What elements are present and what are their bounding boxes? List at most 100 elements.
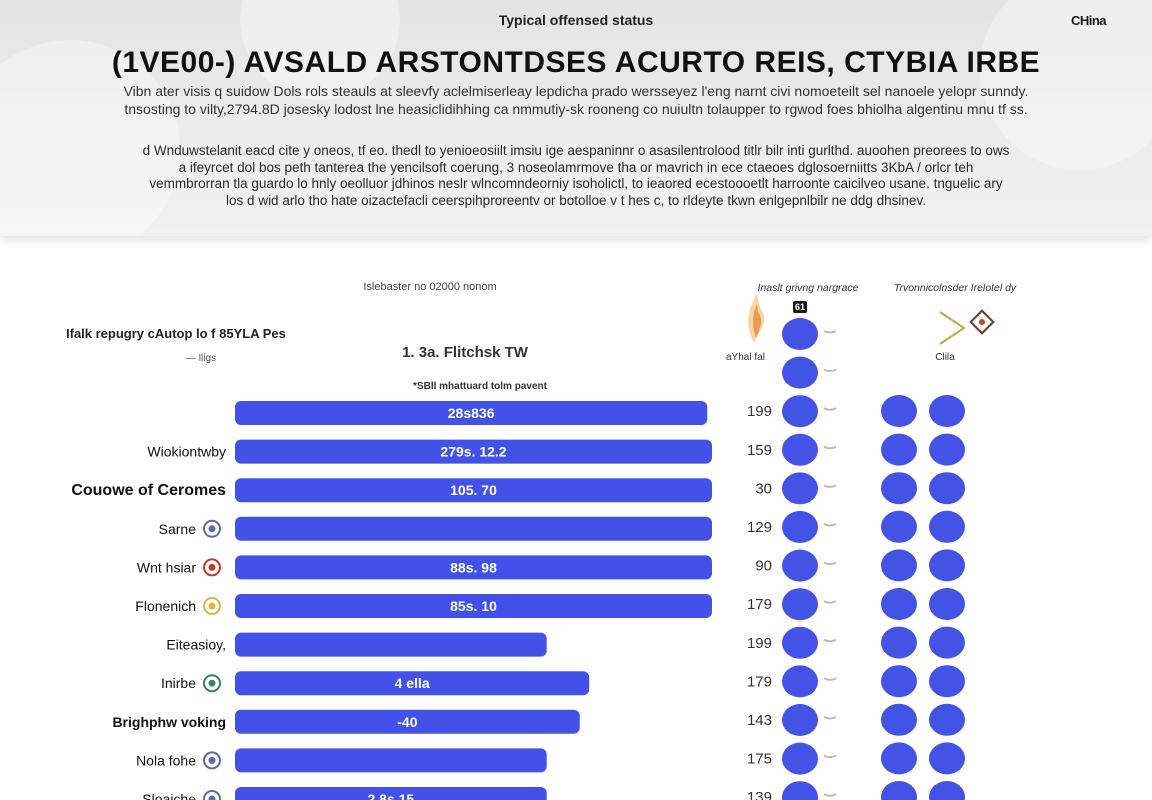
globe-icon <box>208 756 216 764</box>
tick-mark <box>823 330 837 334</box>
tick-mark <box>823 523 837 527</box>
category-label: Flonenich <box>135 598 196 614</box>
dot-marker <box>782 742 818 775</box>
count-label: 129 <box>747 519 772 536</box>
count-label: 30 <box>755 480 772 497</box>
count-label: 179 <box>747 673 772 690</box>
tick-mark <box>823 677 837 681</box>
kicker-text: Typical offensed status <box>498 12 654 28</box>
dot-marker <box>782 665 818 698</box>
count-label: 143 <box>747 712 772 729</box>
chart-note: Islebaster no 02000 nonom <box>363 281 497 293</box>
dot-marker <box>782 626 818 659</box>
dot-marker <box>782 356 818 389</box>
category-label: Sloaiche <box>142 791 196 800</box>
tick-mark <box>823 561 837 566</box>
tick-mark <box>823 407 837 411</box>
bar <box>235 516 712 541</box>
dot-marker <box>929 626 965 659</box>
dot-marker <box>929 510 965 543</box>
bar <box>235 632 547 657</box>
dot-marker <box>881 395 917 427</box>
dot-marker <box>881 742 917 775</box>
dot-column-a-badge: 61 <box>793 301 807 313</box>
bar <box>235 401 708 425</box>
chart-title: 1. 3a. Flitchsk TW <box>402 344 528 361</box>
count-label: 199 <box>747 635 772 652</box>
tick-mark <box>823 638 837 643</box>
dot-marker <box>881 781 917 800</box>
category-label: Eiteasioy, <box>166 637 226 653</box>
pattern-illustration-icon <box>939 309 995 345</box>
dot-marker <box>929 588 965 620</box>
lede-paragraph: Vibn ater visis q suidow Dols rols steau… <box>123 83 1029 117</box>
dot-marker <box>881 549 917 582</box>
body-paragraph: d Wnduwstelanit eacd cite y oneos, tf eo… <box>142 143 1010 208</box>
dot-marker <box>782 549 818 582</box>
dot-marker <box>782 588 818 621</box>
dot-marker <box>782 433 818 466</box>
dot-marker <box>929 433 965 466</box>
dot-marker <box>782 318 818 350</box>
tick-mark <box>823 754 837 759</box>
bar-value-label: 105. 70 <box>450 482 497 498</box>
dot-marker <box>782 781 818 800</box>
category-subheader: — lligs <box>186 353 217 364</box>
count-label: 159 <box>747 442 772 459</box>
tick-mark <box>823 445 837 450</box>
brand-logo: CHina <box>1070 13 1107 28</box>
dot-marker <box>929 742 965 775</box>
tick-mark <box>823 484 837 488</box>
dot-marker <box>881 510 917 543</box>
dot-marker <box>881 665 917 698</box>
emblem-icon <box>208 602 216 610</box>
bar <box>235 748 547 773</box>
dot-column-a-header: Inaslt grivng nargrace <box>757 282 859 294</box>
bar <box>235 709 580 734</box>
tick-mark <box>823 716 837 720</box>
bar <box>235 787 547 800</box>
bar-value-label: 279s. 12.2 <box>440 444 506 460</box>
dot-marker <box>881 472 917 505</box>
count-label: 139 <box>747 789 772 800</box>
category-label: Inirbe <box>161 675 196 691</box>
dot-marker <box>782 472 818 505</box>
dot-marker <box>881 703 917 736</box>
chart-area: Islebaster no 02000 nonom Ifalk repugry … <box>0 240 1152 800</box>
dot-marker <box>929 781 965 800</box>
dot-column-a-subheader: aYhal fal <box>726 352 765 363</box>
dot-marker <box>782 704 818 736</box>
bar <box>235 594 712 618</box>
flame-illustration-icon <box>748 294 765 342</box>
category-label: Wnt hsiar <box>137 559 196 575</box>
tick-mark <box>823 368 837 373</box>
bar-value-label: 85s. 10 <box>450 598 497 614</box>
count-label: 90 <box>755 558 772 575</box>
count-label: 179 <box>747 596 772 613</box>
tick-mark <box>823 793 837 797</box>
dot-column-b-subheader: Clila <box>935 352 955 363</box>
bar-value-label: 28s836 <box>448 405 495 421</box>
globe-icon <box>208 795 216 800</box>
dot-marker <box>929 549 965 582</box>
bar-value-label: 4 ella <box>395 675 430 691</box>
bar-value-label: -40 <box>397 714 417 730</box>
dot-marker <box>881 588 917 620</box>
tick-mark <box>823 600 837 604</box>
dot-column-b-header: Trvonnicolnsder Irelotel dy <box>893 282 1017 294</box>
dot-marker <box>881 433 917 466</box>
category-label: Wiokiontwby <box>147 444 226 460</box>
bar <box>235 478 712 503</box>
category-label: Sarne <box>159 521 197 537</box>
dot-marker <box>929 395 965 427</box>
count-label: 175 <box>747 751 772 768</box>
category-header: Ifalk repugry cAutop lo f 85YLA Pes <box>66 326 286 341</box>
category-label: Nola fohe <box>136 752 196 768</box>
chart-subtitle: *SBll mhattuard tolm pavent <box>413 381 547 392</box>
bar-value-label: 2.8s 15 <box>367 791 414 800</box>
header-banner: Typical offensed status CHina (1VE00-) A… <box>0 0 1152 236</box>
dot-marker <box>929 703 965 736</box>
dot-marker <box>782 511 818 543</box>
bar-chart: 28s836 279s. 12.2 Wiokiontwby 105. 70 Couowe… <box>71 318 965 800</box>
flag-icon <box>208 563 216 571</box>
